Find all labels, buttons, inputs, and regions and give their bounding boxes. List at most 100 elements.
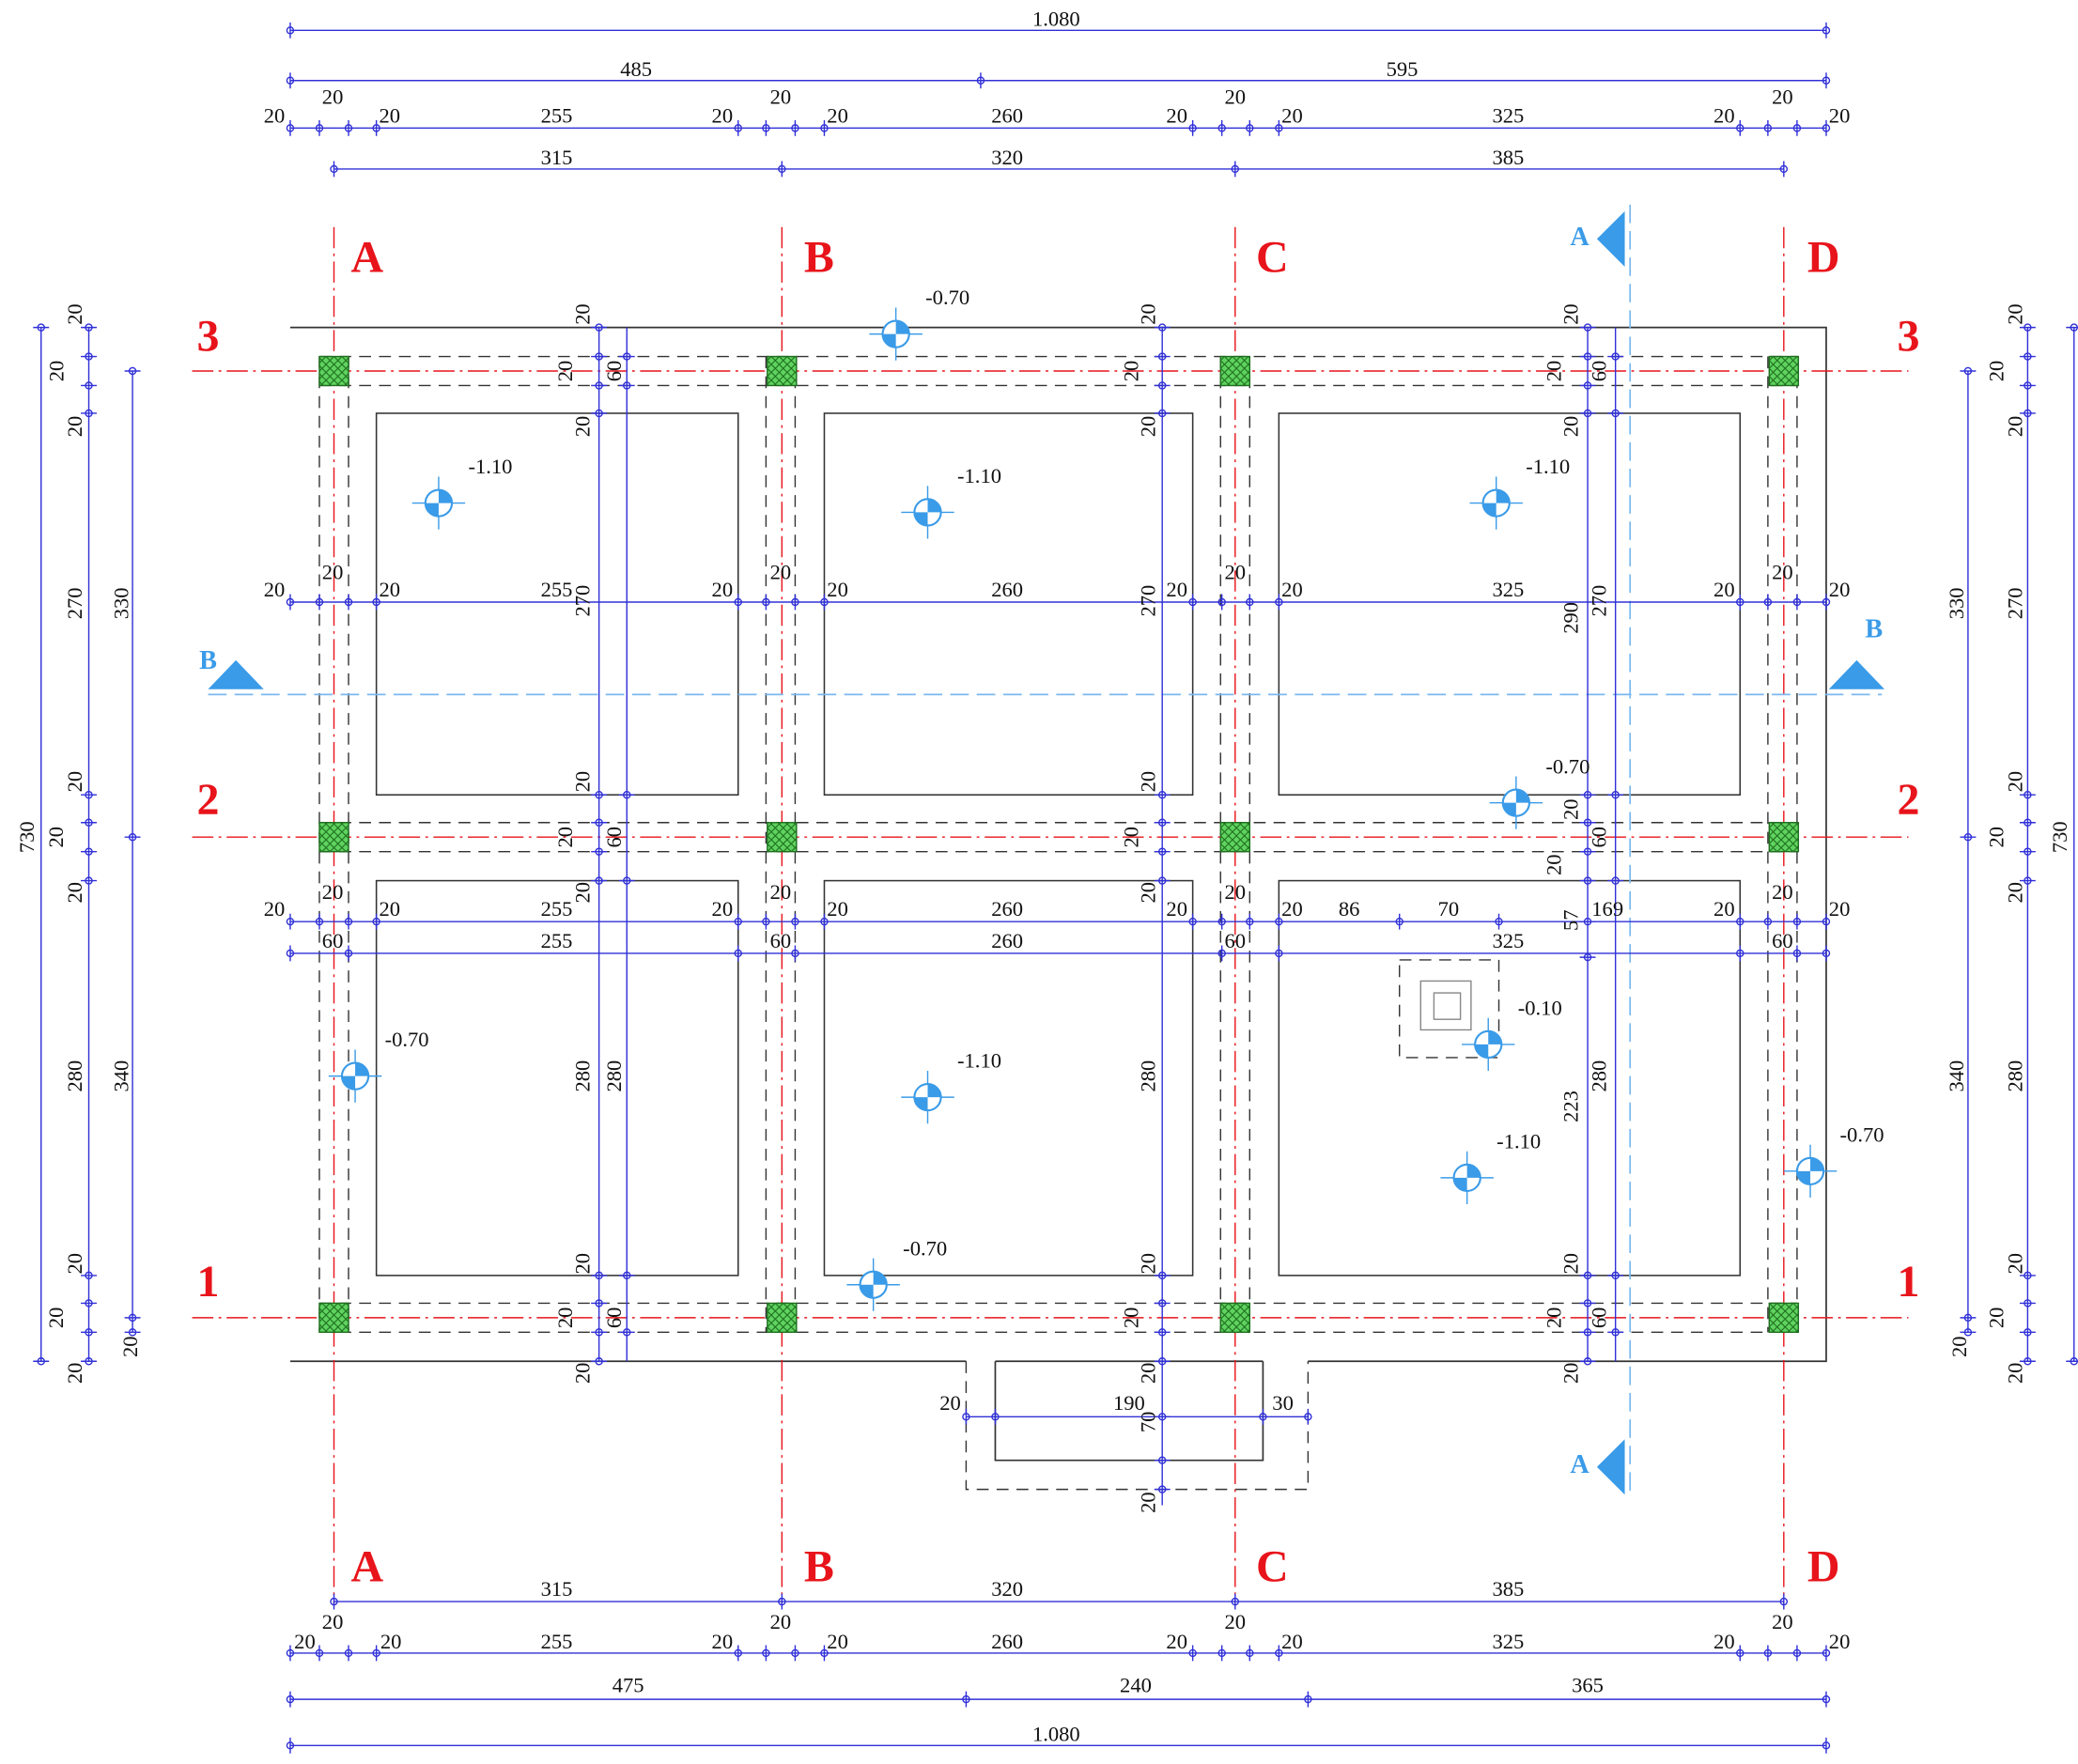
dimension-label: 20 — [712, 578, 734, 601]
level-symbol — [914, 1084, 941, 1111]
dimension-label: 190 — [1113, 1391, 1145, 1415]
grid-label: 1 — [196, 1257, 219, 1307]
dimension-label: 20 — [1166, 103, 1187, 127]
dimension-label: 20 — [770, 880, 792, 904]
dimension-label: 169 — [1591, 897, 1623, 921]
level-label: -1.10 — [1526, 455, 1570, 478]
dimension-label: 20 — [1166, 1630, 1187, 1653]
dimension-label: 20 — [1829, 578, 1851, 601]
dimension-label: 1.080 — [1032, 1723, 1080, 1746]
dimension-label: 20 — [827, 897, 848, 921]
dimension-label: 255 — [541, 103, 573, 127]
dimension-label: 20 — [44, 1308, 68, 1328]
dimension-label: 290 — [1559, 602, 1583, 634]
grid-label: B — [804, 232, 834, 282]
column — [767, 355, 798, 387]
dimension-label: 20 — [1137, 303, 1160, 324]
column — [1219, 1302, 1251, 1334]
dimension-label: 20 — [553, 827, 577, 847]
dimension-label: 57 — [1559, 910, 1583, 931]
dimension-label: 20 — [322, 85, 344, 109]
dimension-label: 20 — [322, 880, 344, 904]
dimension-label: 20 — [1542, 854, 1565, 874]
dimension-label: 20 — [712, 897, 734, 921]
dimension-label: 60 — [602, 827, 626, 847]
dimension-label: 255 — [541, 578, 573, 601]
column — [1219, 355, 1251, 387]
dimension-label: 20 — [63, 1363, 86, 1384]
dimension-label: 20 — [1772, 561, 1793, 584]
dimension-label: 60 — [1772, 929, 1793, 952]
dimension-label: 20 — [570, 1363, 594, 1384]
level-symbol — [1796, 1157, 1824, 1184]
dimension-label: 20 — [63, 303, 86, 324]
section-label: B — [199, 646, 217, 675]
dimension-label: 280 — [1587, 1060, 1610, 1092]
dimension-label: 485 — [620, 57, 652, 81]
dimension-label: 315 — [541, 146, 573, 169]
dimension-label: 20 — [1137, 771, 1160, 792]
column — [1768, 822, 1800, 853]
dimension-label: 730 — [2048, 821, 2071, 853]
dimension-label: 20 — [1985, 361, 2008, 381]
dimension-label: 20 — [570, 1253, 594, 1274]
dimension-label: 20 — [770, 561, 792, 584]
dimension-label: 20 — [63, 1253, 86, 1274]
dimension-label: 20 — [2003, 1253, 2026, 1274]
dimension-label: 60 — [770, 929, 792, 952]
dimension-label: 70 — [1137, 1412, 1160, 1432]
level-symbol — [341, 1062, 369, 1090]
dimension-label: 330 — [109, 588, 132, 620]
dimension-label: 20 — [1829, 897, 1851, 921]
dimension-label: 20 — [118, 1337, 142, 1357]
dimension-label: 20 — [570, 771, 594, 792]
dimension-label: 260 — [991, 1630, 1023, 1653]
dimension-label: 270 — [1137, 585, 1160, 617]
dimension-label: 280 — [602, 1060, 626, 1092]
section-lines — [208, 204, 1883, 1493]
dimension-label: 20 — [827, 103, 848, 127]
dimension-label: 20 — [1714, 1630, 1735, 1653]
grid-label: C — [1256, 232, 1289, 282]
level-symbol — [860, 1271, 887, 1298]
dimension-label: 20 — [570, 882, 594, 903]
grid-label: D — [1807, 1542, 1840, 1592]
dimension-label: 20 — [770, 1610, 792, 1633]
dimension-label: 1.080 — [1032, 8, 1080, 31]
level-label: -1.10 — [1496, 1130, 1541, 1153]
grid-label: 2 — [1897, 775, 1919, 825]
dimension-label: 20 — [1714, 103, 1735, 127]
column — [318, 1302, 349, 1334]
dimension-label: 20 — [1225, 561, 1247, 584]
dimension-label: 20 — [1225, 85, 1247, 109]
dimension-label: 475 — [613, 1674, 644, 1697]
dimension-label: 20 — [1137, 882, 1160, 903]
level-label: -1.10 — [957, 464, 1001, 487]
dimension-label: 20 — [44, 827, 68, 847]
level-label: -0.70 — [1840, 1122, 1884, 1146]
level-label: -0.70 — [925, 286, 969, 309]
dimension-label: 20 — [2003, 416, 2026, 437]
dimension-label: 255 — [541, 897, 573, 921]
dimension-label: 20 — [1829, 103, 1851, 127]
level-symbol — [1475, 1030, 1502, 1058]
dimension-label: 20 — [1281, 1630, 1303, 1653]
column — [767, 1302, 798, 1334]
dimension-label: 60 — [602, 361, 626, 381]
dimension-lines — [33, 22, 2078, 1754]
dimension-label: 20 — [827, 1630, 848, 1653]
dimension-label: 20 — [44, 361, 68, 381]
dimension-label: 260 — [991, 103, 1023, 127]
dimension-label: 340 — [1945, 1060, 1968, 1092]
dimension-label: 20 — [1137, 1253, 1160, 1274]
dimension-label: 30 — [1272, 1391, 1294, 1415]
dimension-label: 280 — [1137, 1060, 1160, 1092]
dimension-label: 20 — [1542, 361, 1565, 381]
dimension-label: 20 — [1137, 416, 1160, 437]
labels: A A B B C C D D 3 3 2 2 1 1 A A B B -0.70 -1.10 -1.10 -1.10 -0… — [15, 8, 2071, 1746]
section-label: A — [1570, 1450, 1590, 1479]
dimension-label: 60 — [602, 1308, 626, 1328]
dimension-label: 20 — [939, 1391, 961, 1415]
dimension-label: 20 — [322, 561, 344, 584]
